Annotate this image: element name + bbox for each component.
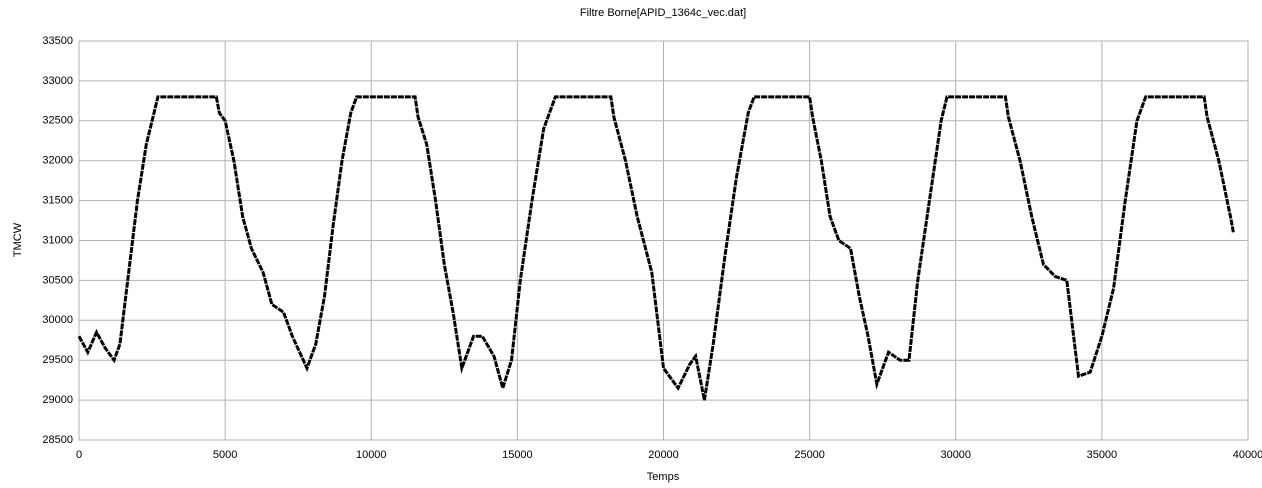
x-tick-label: 10000 bbox=[356, 449, 387, 461]
x-tick-label: 40000 bbox=[1233, 449, 1262, 461]
chart-title: Filtre Borne[APID_1364c_vec.dat] bbox=[580, 7, 746, 19]
data-line bbox=[77, 95, 1235, 401]
y-tick-label: 30500 bbox=[42, 274, 73, 286]
y-axis-label: TMCW bbox=[12, 222, 24, 257]
x-tick-label: 25000 bbox=[794, 449, 825, 461]
y-tick-label: 29000 bbox=[42, 394, 73, 406]
y-tick-label: 28500 bbox=[42, 434, 73, 446]
x-tick-label: 30000 bbox=[940, 449, 971, 461]
y-tick-label: 31500 bbox=[42, 195, 73, 207]
y-tick-label: 32000 bbox=[42, 155, 73, 167]
y-tick-label: 30000 bbox=[42, 314, 73, 326]
x-axis-label: Temps bbox=[647, 471, 680, 483]
y-tick-label: 33500 bbox=[42, 35, 73, 47]
x-tick-label: 0 bbox=[76, 449, 82, 461]
y-tick-label: 33000 bbox=[42, 75, 73, 87]
y-tick-label: 31000 bbox=[42, 234, 73, 246]
x-tick-label: 35000 bbox=[1087, 449, 1118, 461]
x-tick-label: 15000 bbox=[502, 449, 533, 461]
x-tick-label: 20000 bbox=[648, 449, 679, 461]
y-tick-label: 32500 bbox=[42, 115, 73, 127]
y-tick-label: 29500 bbox=[42, 354, 73, 366]
x-tick-label: 5000 bbox=[213, 449, 237, 461]
